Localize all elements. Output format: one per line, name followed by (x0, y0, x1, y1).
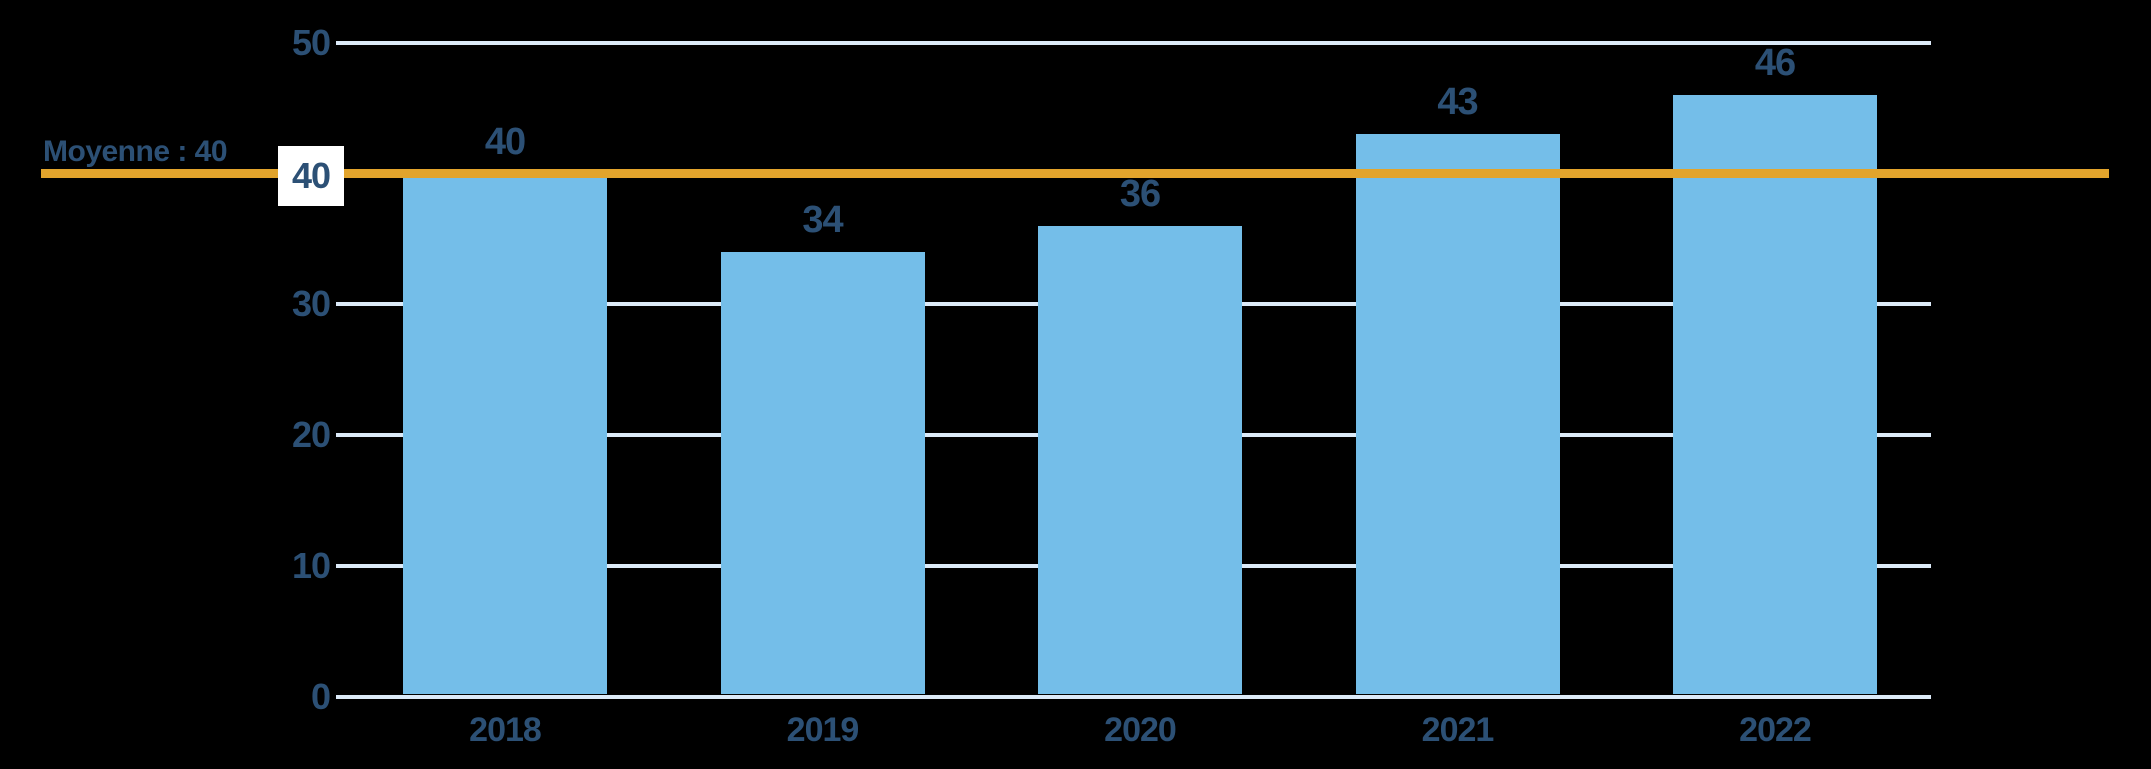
bar-2021 (1355, 134, 1560, 695)
bar-value-label-2019: 34 (802, 199, 843, 242)
y-tick-label-20: 20 (291, 414, 331, 456)
bar-2018 (403, 173, 607, 695)
x-label-2020: 2020 (1104, 711, 1177, 749)
x-label-2021: 2021 (1421, 711, 1495, 749)
bar-value-label-2022: 46 (1754, 42, 1796, 85)
bar-value-label-2018: 40 (484, 120, 526, 163)
bar-value-label-2020: 36 (1119, 172, 1161, 215)
y-tick-label-0: 0 (310, 675, 331, 717)
y-tick-label-10: 10 (291, 544, 331, 586)
x-label-2018: 2018 (469, 711, 542, 749)
bar-2020 (1038, 225, 1242, 695)
average-line-label: Moyenne : 40 (43, 135, 228, 168)
x-label-2022: 2022 (1739, 711, 1812, 749)
y-tick-label-50: 50 (291, 22, 331, 63)
x-label-2019: 2019 (786, 711, 860, 749)
gridline-0 (336, 694, 1931, 699)
bar-2022 (1673, 95, 1877, 695)
bar-value-label-2021: 43 (1437, 81, 1478, 124)
average-tick-box: 40 (278, 146, 344, 206)
y-tick-label-30: 30 (291, 283, 331, 325)
average-tick-value: 40 (291, 155, 331, 196)
bar-2019 (720, 252, 925, 695)
gridline-50 (336, 41, 1931, 45)
average-line (41, 169, 2109, 179)
